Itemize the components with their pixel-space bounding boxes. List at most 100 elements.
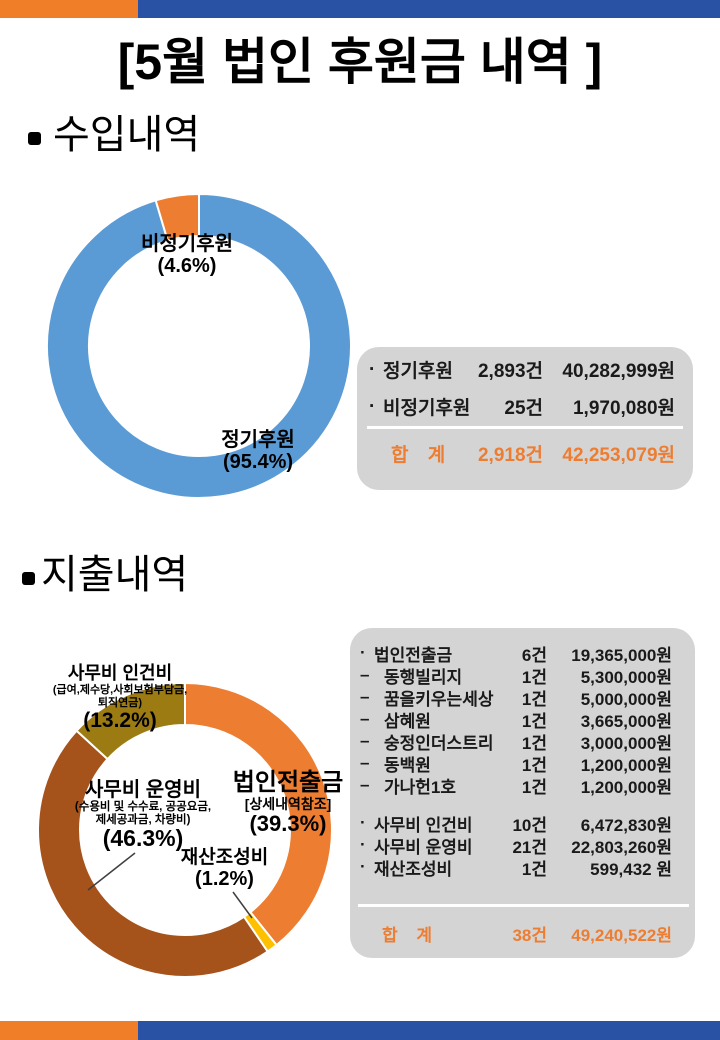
total-amount: 42,253,079원	[562, 444, 675, 466]
square-bullet-icon	[28, 131, 41, 145]
footer-bar-blue-segment	[138, 1021, 720, 1040]
income-donut-chart	[46, 192, 352, 499]
table-row: – 동백원 1건 1,200,000원	[360, 752, 672, 775]
expense-chart-label-transfer: 법인전출금 [상세내역참조] (39.3%)	[213, 770, 363, 836]
income-section-heading: 수입내역	[28, 112, 200, 158]
table-row: – 숭정인더스트리 1건 3,000,000원	[360, 730, 672, 753]
table-row: · 정기후원 2,893건 40,282,999원	[369, 351, 675, 388]
slice-label: 정기후원	[221, 429, 295, 451]
donut-slice-법인전출금	[184, 681, 333, 947]
row-count: 10건	[512, 815, 547, 835]
row-bullet: –	[360, 665, 370, 684]
table-divider	[367, 426, 683, 429]
row-count: 1건	[521, 755, 547, 775]
slice-sublabel: 제세공과금, 차량비)	[95, 813, 191, 826]
row-amount: 6,472,830원	[580, 815, 672, 835]
row-label: 숭정인더스트리	[384, 733, 494, 753]
expense-chart-label-operating: 사무비 운영비 (수용비 및 수수료, 공공요금, 제세공과금, 차량비) (4…	[48, 779, 238, 851]
leader-line-operating	[87, 852, 136, 891]
row-amount: 19,365,000원	[571, 645, 672, 665]
row-bullet: ·	[360, 813, 366, 832]
row-label: 비정기후원	[383, 398, 471, 419]
table-row: – 가나헌1호 1건 1,200,000원	[360, 774, 672, 797]
row-label: 삼혜원	[384, 711, 431, 731]
slice-label: 사무비 인건비	[67, 663, 173, 683]
row-count: 21건	[512, 837, 547, 857]
row-count: 25건	[504, 398, 543, 419]
row-amount: 5,300,000원	[580, 667, 672, 687]
row-amount: 1,970,080원	[572, 398, 675, 419]
table-divider	[358, 904, 689, 907]
expense-donut-slices	[37, 681, 333, 978]
donut-slice-사무비 인건비	[75, 681, 186, 761]
donut-slice-정기후원	[46, 192, 352, 499]
row-label: 사무비 인건비	[374, 815, 473, 835]
slice-label: 사무비 운영비	[85, 779, 201, 801]
header-bar-orange-segment	[0, 0, 138, 18]
slice-percent: (1.2%)	[195, 868, 254, 890]
total-count: 2,918건	[477, 444, 543, 466]
row-count: 1건	[521, 859, 547, 879]
row-label: 꿈을키우는세상	[384, 689, 494, 709]
row-label: 동백원	[384, 755, 431, 775]
footer-bar-orange-segment	[0, 1021, 138, 1040]
slice-percent: (4.6%)	[157, 255, 217, 277]
total-label: 합 계	[391, 444, 446, 466]
row-amount: 599,432 원	[590, 859, 672, 879]
slice-sublabel: 퇴직연금)	[97, 696, 143, 709]
row-count: 1건	[521, 689, 547, 709]
row-bullet: –	[360, 753, 370, 772]
row-label: 법인전출금	[374, 645, 453, 665]
row-amount: 40,282,999원	[562, 361, 675, 382]
row-amount: 3,665,000원	[580, 711, 672, 731]
table-row: · 사무비 운영비 21건 22,803,260원	[360, 834, 672, 857]
row-bullet: ·	[360, 857, 366, 876]
slice-sublabel: (수용비 및 수수료, 공공요금,	[74, 801, 212, 813]
row-amount: 1,200,000원	[580, 755, 672, 775]
income-table-rows: · 정기후원 2,893건 40,282,999원 · 비정기후원 25건 1,970,080…	[369, 351, 675, 425]
row-label: 가나헌1호	[384, 777, 457, 797]
table-row: · 법인전출금 6건 19,365,000원	[360, 642, 672, 665]
total-amount: 49,240,522원	[571, 925, 672, 945]
income-chart-label-irregular: 비정기후원 (4.6%)	[97, 233, 277, 277]
row-count: 1건	[521, 777, 547, 797]
row-count: 6건	[521, 645, 547, 665]
income-chart-label-regular: 정기후원 (95.4%)	[168, 429, 348, 473]
expense-total-row: 합 계 38건 49,240,522원	[360, 918, 672, 948]
donut-slice-사무비 운영비	[37, 729, 270, 978]
row-bullet: ·	[369, 395, 376, 417]
expense-heading-label: 지출내역	[41, 553, 189, 597]
row-count: 1건	[521, 667, 547, 687]
donut-slice-비정기후원	[154, 192, 200, 242]
expense-chart-label-asset: 재산조성비 (1.2%)	[147, 847, 302, 890]
table-row: · 비정기후원 25건 1,970,080원	[369, 388, 675, 425]
slice-percent: (46.3%)	[102, 825, 184, 851]
table-row: · 재산조성비 1건 599,432 원	[360, 856, 672, 879]
row-bullet: ·	[360, 643, 366, 662]
row-label: 사무비 운영비	[374, 837, 473, 857]
income-total-row: 합 계 2,918건 42,253,079원	[369, 437, 675, 469]
row-count: 1건	[521, 711, 547, 731]
row-bullet: –	[360, 731, 370, 750]
table-row: – 동행빌리지 1건 5,300,000원	[360, 664, 672, 687]
row-amount: 5,000,000원	[580, 689, 672, 709]
total-count: 38건	[512, 925, 547, 945]
expense-chart-label-personnel: 사무비 인건비 (급여,제수당,사회보험부담금, 퇴직연금) (13.2%)	[25, 663, 215, 733]
slice-percent: (39.3%)	[249, 811, 327, 836]
row-label: 재산조성비	[374, 859, 453, 879]
expense-table-rows: · 법인전출금 6건 19,365,000원 – 동행빌리지 1건 5,300,000원 – 꿈을…	[360, 642, 672, 879]
row-bullet: –	[360, 775, 370, 794]
row-label: 정기후원	[383, 361, 453, 382]
header-bar-blue-segment	[138, 0, 720, 18]
row-count: 1건	[521, 733, 547, 753]
expense-summary-table: · 법인전출금 6건 19,365,000원 – 동행빌리지 1건 5,300,000원 – 꿈을…	[350, 628, 695, 958]
row-amount: 3,000,000원	[580, 733, 672, 753]
table-row: – 삼혜원 1건 3,665,000원	[360, 708, 672, 731]
slice-sublabel: (급여,제수당,사회보험부담금,	[52, 684, 188, 696]
expense-section-heading: 지출내역	[22, 552, 188, 598]
income-heading-label: 수입내역	[53, 113, 201, 157]
income-donut-slices	[46, 192, 352, 499]
table-row: · 사무비 인건비 10건 6,472,830원	[360, 812, 672, 835]
slice-label: 비정기후원	[141, 233, 233, 255]
slice-label: 법인전출금	[232, 769, 344, 796]
